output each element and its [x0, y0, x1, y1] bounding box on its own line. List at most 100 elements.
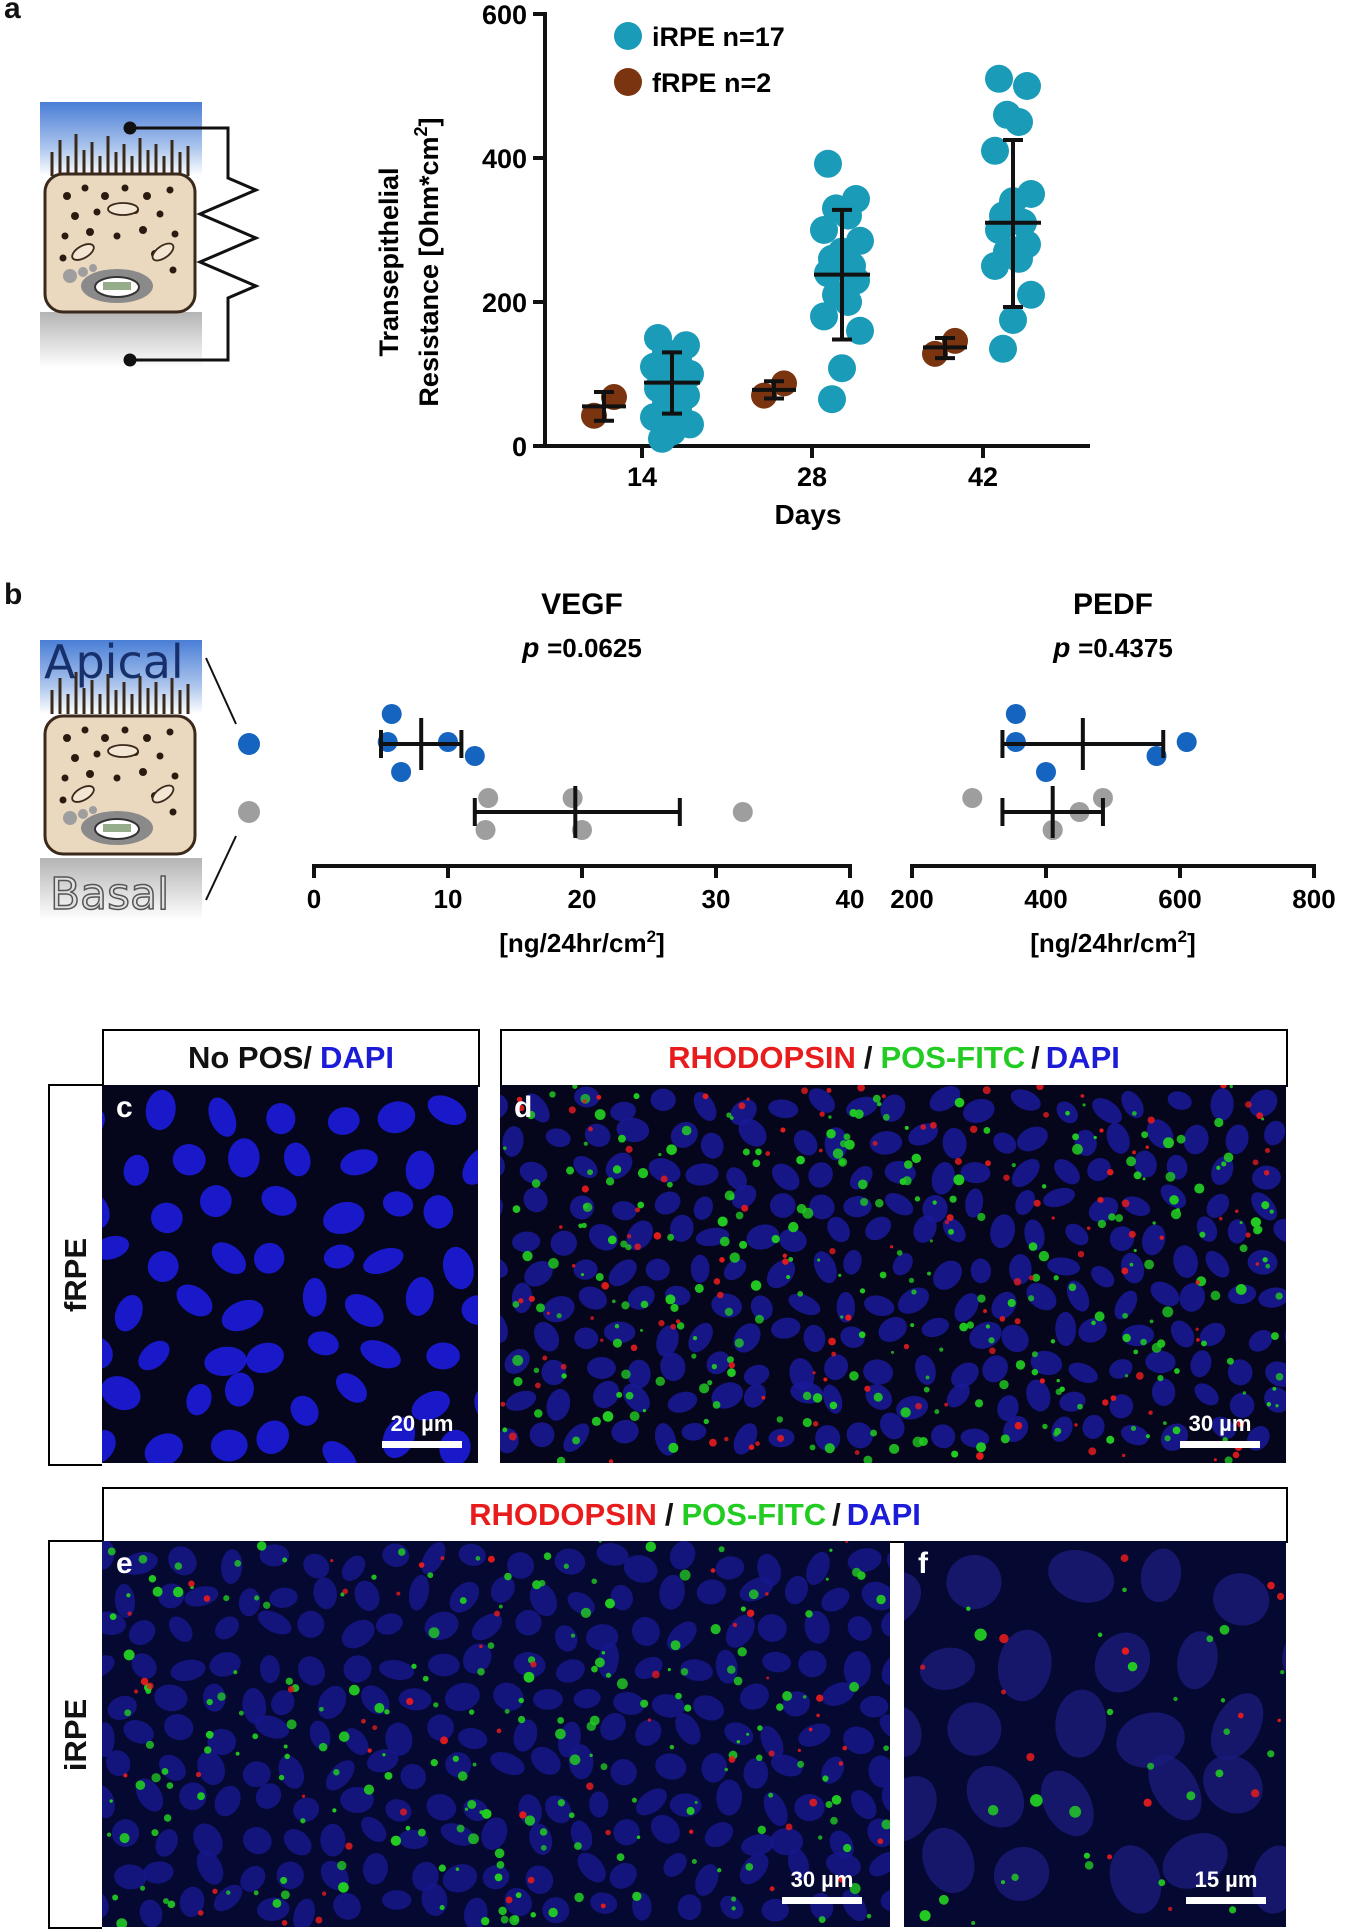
- rhodopsin-particle: [419, 1562, 425, 1568]
- pos-fitc-particle: [687, 1807, 695, 1815]
- pos-fitc-particle: [1108, 1213, 1115, 1220]
- rhodopsin-particle: [1245, 1232, 1250, 1237]
- nucleus: [767, 1098, 800, 1120]
- pos-fitc-particle: [1206, 1635, 1213, 1642]
- nucleus: [567, 1818, 596, 1854]
- nucleus: [380, 1188, 416, 1219]
- rhodopsin-particle: [652, 1671, 660, 1679]
- pos-fitc-particle: [757, 1725, 763, 1731]
- nucleus: [841, 1248, 864, 1277]
- pos-fitc-particle: [339, 1731, 350, 1742]
- nucleus: [254, 1606, 295, 1640]
- pos-fitc-particle: [524, 1672, 535, 1683]
- nucleus: [1074, 1314, 1110, 1347]
- nucleus: [222, 1370, 256, 1409]
- nucleus: [1061, 1219, 1092, 1249]
- nucleus: [500, 1193, 507, 1225]
- rhodopsin-particle: [801, 1087, 808, 1094]
- pos-fitc-particle: [456, 1867, 460, 1871]
- dapi-text: DAPI: [320, 1040, 394, 1076]
- pos-fitc-particle: [955, 1098, 965, 1108]
- nucleus: [210, 1781, 246, 1821]
- pos-fitc-particle: [1280, 1670, 1284, 1674]
- pos-fitc-particle: [591, 1578, 597, 1584]
- rhodopsin-particle: [479, 1645, 482, 1648]
- nucleus: [1274, 1619, 1286, 1690]
- nucleus: [1084, 1623, 1161, 1703]
- pos-fitc-particle: [617, 1678, 628, 1689]
- basal-label: Basal: [50, 870, 169, 920]
- pos-fitc-particle: [843, 1844, 851, 1852]
- rhodopsin-particle: [600, 1338, 603, 1341]
- nucleus: [1283, 1407, 1286, 1445]
- pos-fitc-particle: [398, 1548, 406, 1556]
- nucleus: [381, 1542, 411, 1569]
- rhodopsin-particle: [1136, 1372, 1144, 1380]
- pos-fitc-particle: [564, 1564, 569, 1569]
- pos-fitc-particle: [776, 1703, 784, 1711]
- pos-fitc-particle: [691, 1354, 696, 1359]
- pos-fitc-particle: [939, 1348, 943, 1352]
- basal-point: [962, 788, 982, 808]
- rhodopsin-particle: [368, 1748, 372, 1752]
- nucleus: [540, 1790, 577, 1828]
- pos-fitc-particle: [1227, 1358, 1234, 1365]
- nucleus: [360, 1243, 408, 1279]
- rhodopsin-particle: [1098, 1197, 1104, 1203]
- rhodopsin-particle: [878, 1838, 884, 1844]
- pos-fitc-particle: [596, 1273, 604, 1281]
- nucleus: [398, 1687, 432, 1711]
- pos-fitc-particle: [226, 1890, 230, 1894]
- nucleus: [293, 1607, 328, 1642]
- x-tick-label: 400: [1024, 884, 1067, 914]
- pos-fitc-particle: [983, 1127, 990, 1134]
- pos-fitc-particle: [712, 1364, 717, 1369]
- nucleus: [716, 1779, 743, 1816]
- nucleus: [121, 1153, 152, 1188]
- pos-fitc-particle: [637, 1836, 640, 1839]
- nucleus: [809, 1248, 841, 1287]
- rhodopsin-particle: [1074, 1423, 1077, 1426]
- pos-fitc-particle: [284, 1754, 290, 1760]
- pos-fitc-particle: [601, 1763, 608, 1770]
- pos-fitc-particle: [1098, 1220, 1106, 1228]
- pos-fitc-particle: [206, 1731, 214, 1739]
- pos-fitc-particle: [863, 1456, 872, 1463]
- rhodopsin-particle: [519, 1811, 526, 1818]
- separator-text: /: [665, 1497, 674, 1533]
- x-tick-label: 200: [890, 884, 933, 914]
- rhodopsin-particle: [212, 1889, 217, 1894]
- pos-fitc-particle: [333, 1769, 339, 1775]
- rhodopsin-particle: [590, 1316, 594, 1320]
- row-label-fRPE-text: fRPE: [58, 1238, 94, 1312]
- rhodopsin-particle: [761, 1396, 765, 1400]
- rhodopsin-particle: [746, 1098, 749, 1101]
- pos-fitc-particle: [495, 1848, 505, 1858]
- nucleus: [736, 1679, 774, 1715]
- pos-fitc-particle: [391, 1836, 401, 1846]
- nucleus: [361, 1851, 390, 1886]
- rhodopsin-particle: [983, 1309, 987, 1313]
- pos-fitc-particle: [860, 1288, 865, 1293]
- pos-fitc-particle: [1140, 1339, 1147, 1346]
- pos-fitc-particle: [782, 1691, 792, 1701]
- pos-fitc-particle: [1223, 1728, 1230, 1735]
- nucleus: [503, 1387, 539, 1415]
- pos-fitc-particle: [460, 1597, 467, 1604]
- pos-fitc-particle: [522, 1251, 532, 1261]
- pos-fitc-particle: [1275, 1292, 1282, 1299]
- rhodopsin-particle: [1129, 1231, 1136, 1238]
- rhodopsin-particle: [809, 1799, 817, 1807]
- pos-fitc-particle: [617, 1853, 625, 1861]
- header-iRPE-rhodopsin: RHODOPSIN / POS-FITC / DAPI: [102, 1487, 1288, 1543]
- pos-fitc-particle: [1053, 1431, 1058, 1436]
- pos-fitc-particle: [1125, 1374, 1128, 1377]
- nucleus: [102, 1190, 114, 1232]
- rhodopsin-particle: [827, 1088, 832, 1093]
- pos-fitc-particle: [667, 1234, 674, 1241]
- x-axis-label: [ng/24hr/cm2]: [499, 927, 665, 958]
- nucleus: [1102, 1839, 1170, 1920]
- pos-fitc-particle: [530, 1912, 536, 1918]
- nucleus: [1065, 1359, 1100, 1387]
